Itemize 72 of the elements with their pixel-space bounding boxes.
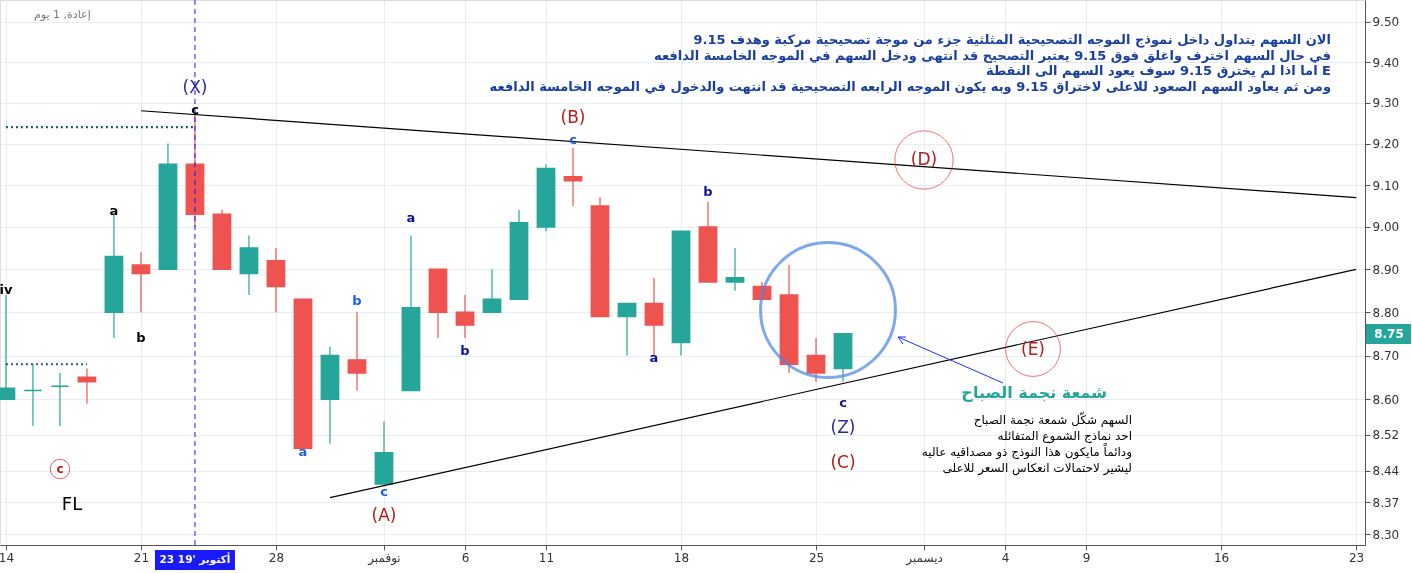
y-tick-label: 8.70 — [1372, 349, 1400, 364]
annotation: FL — [61, 493, 83, 514]
candlestick — [644, 277, 664, 357]
y-tick-label: 9.50 — [1372, 15, 1400, 30]
candlestick — [563, 147, 583, 207]
candlestick — [617, 302, 637, 357]
y-tick-label: 8.90 — [1372, 262, 1400, 277]
text: 8.75 — [1374, 327, 1404, 341]
y-tick-label: 9.30 — [1372, 96, 1400, 111]
candlestick — [50, 372, 70, 427]
annotation: b — [136, 330, 146, 345]
x-tick-label: 11 — [538, 550, 555, 565]
x-tick-label: 4 — [1001, 550, 1010, 565]
annotation: b — [460, 343, 470, 358]
annotation: ليشير لاحتمالات انعكاس السعر للاعلى — [942, 461, 1132, 476]
annotation: (B) — [560, 107, 586, 127]
annotation: c — [380, 484, 388, 499]
y-tick-label: 8.37 — [1372, 495, 1400, 510]
annotation: السهم شكّل شمعة نجمة الصباح — [973, 410, 1132, 427]
candlestick — [482, 268, 502, 313]
x-tick-label: 16 — [1213, 550, 1230, 565]
y-tick-label: 9.00 — [1372, 220, 1400, 235]
annotation: إعادة, 1 يوم — [34, 8, 91, 21]
annotation: b — [352, 293, 362, 308]
x-tick-label: 18 — [673, 550, 690, 565]
annotation: (Z) — [830, 417, 856, 437]
x-tick-label: 25 — [808, 550, 825, 565]
x-tick-label: ديسمبر — [905, 550, 943, 566]
y-tick-label: 9.20 — [1372, 137, 1400, 152]
annotation: في حال السهم اخترف واغلق فوق 9.15 يعتبر التصحيح قد انتهى ودخل السهم في الموجه الخامسة الدافعه — [654, 48, 1331, 63]
annotation: iv — [0, 282, 13, 297]
x-tick-label: 23 أكتوبر '19 — [159, 552, 231, 566]
x-tick-label: 23 — [1348, 550, 1365, 565]
y-tick-label: 8.52 — [1372, 428, 1400, 443]
x-tick-label: 14 — [0, 550, 15, 565]
candlestick — [806, 337, 826, 383]
annotation: احد نماذج الشموع المتفائله — [997, 429, 1132, 444]
candlestick — [347, 311, 367, 392]
candlestick — [77, 368, 97, 405]
annotation: (X) — [182, 77, 208, 97]
y-tick-label: 9.10 — [1372, 178, 1400, 193]
annotation: (C) — [830, 452, 856, 472]
annotation: a — [109, 203, 119, 218]
annotation: ومن ثم يعاود السهم الصعود للاعلى لاختراق 9.15 وبه يكون الموجه الرابعه التصحيحية قد انتهت والدخول في الموجه الخامسة الدافعه — [489, 79, 1331, 94]
annotation: (A) — [371, 505, 397, 525]
candlestick — [455, 294, 475, 339]
candlestick — [725, 247, 745, 292]
annotation: c — [839, 395, 847, 410]
candlestick — [23, 363, 43, 427]
annotation: شمعة نجمة الصباح — [961, 383, 1107, 402]
y-tick-label: 8.60 — [1372, 392, 1400, 407]
annotation: ودائماً مايكون هذا النوذج ذو مصداقيه عاليه — [921, 443, 1132, 460]
y-tick-label: 8.80 — [1372, 305, 1400, 320]
annotation: الان السهم يتداول داخل نموذج الموجه التصحيحية المثلثية جزء من موجة تصحيحية مركبة وهدف 9.15 — [693, 32, 1331, 48]
y-tick-label: 9.40 — [1372, 55, 1400, 70]
annotation: (D) — [910, 149, 938, 169]
candlestick — [131, 251, 151, 313]
annotation: (E) — [1020, 339, 1046, 359]
x-tick-label: 6 — [461, 550, 470, 565]
x-tick-label: نوفمبر — [367, 550, 401, 566]
annotation: a — [298, 444, 308, 459]
annotation: c — [56, 462, 64, 476]
annotation: b — [703, 184, 713, 199]
annotation: c — [191, 102, 199, 117]
x-tick-label: 28 — [268, 550, 285, 565]
annotation: a — [649, 350, 659, 365]
x-tick-label: 21 — [133, 550, 150, 565]
y-tick-label: 8.44 — [1372, 464, 1400, 479]
x-tick-label: 9 — [1082, 550, 1091, 565]
annotation: اما اذا لم يخترق 9.15 سوف يعود السهم الى النقطة E — [986, 63, 1331, 78]
annotation: a — [406, 210, 416, 225]
y-tick-label: 8.30 — [1372, 527, 1400, 542]
